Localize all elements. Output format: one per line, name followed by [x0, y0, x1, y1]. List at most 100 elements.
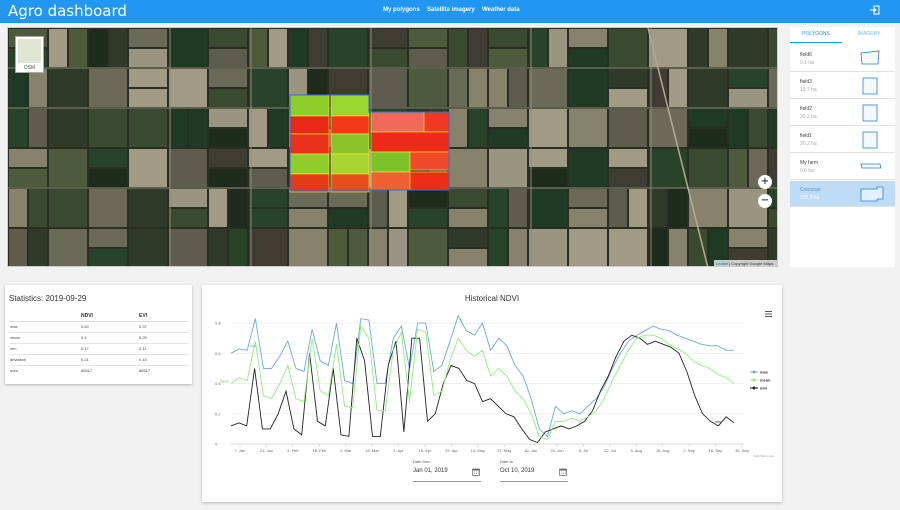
y-tick-label: 0.6 [215, 351, 221, 356]
field-tile [689, 69, 727, 107]
x-tick-label: 7. Jan [235, 448, 246, 453]
polygon-area: 0.6 ha [800, 168, 814, 174]
leaflet-link[interactable]: Leaflet [716, 261, 729, 266]
field-tile [609, 189, 627, 227]
polygon-item-field3[interactable]: field3 19.7 ha [790, 73, 895, 99]
field-tile [369, 69, 407, 107]
field-tile [489, 149, 527, 187]
railway [647, 28, 709, 266]
zoom-in-button[interactable]: + [758, 175, 772, 189]
polygon-item-my-farm[interactable]: My farm 0.6 ha [790, 154, 895, 180]
date-to-input[interactable]: Oct 10, 2019 [500, 468, 535, 474]
field-tile [649, 29, 687, 67]
field-tile [229, 229, 247, 266]
date-from-input[interactable]: Jan 01, 2019 [413, 468, 448, 474]
evi-value: 86517 [139, 364, 189, 376]
field-tile [169, 229, 207, 266]
field-tile [709, 229, 727, 266]
ndvi-value: 0.4 [81, 331, 139, 343]
table-row: mean 0.4 0.25 [9, 331, 189, 343]
field-tile [269, 29, 287, 67]
x-tick-label: 18. Mar [365, 448, 379, 453]
table-header-row: NDVI EVI [9, 312, 189, 322]
field-tile [729, 229, 767, 247]
field-tile [449, 249, 487, 266]
polygon-shape-icon [860, 50, 880, 65]
field-tile [349, 229, 367, 266]
field-tile [49, 29, 67, 67]
field-tile [529, 149, 567, 167]
field-tile [509, 189, 527, 227]
zoom-out-button[interactable]: − [758, 194, 772, 208]
field-tile [629, 189, 647, 227]
tab-imagery[interactable]: IMAGERY [857, 31, 881, 37]
polygon-item-field2[interactable]: field2 20.2 ha [790, 100, 895, 126]
field-tile [129, 69, 167, 87]
satellite-imagery-layer[interactable] [8, 28, 778, 267]
nav-my-polygons[interactable]: My polygons [383, 7, 420, 13]
row-label: min [9, 342, 81, 354]
field-tile [489, 49, 527, 67]
ndvi-value: 0.21 [81, 353, 139, 365]
field-tile [769, 69, 777, 107]
evi-value: 0.15 [139, 353, 189, 365]
nav-weather-data[interactable]: Weather data [482, 7, 520, 13]
polygon-shape-icon [862, 104, 878, 122]
polygon-item-field6[interactable]: field6 9.1 ha [790, 46, 895, 72]
satellite-map[interactable]: OSM + − Leaflet | Copyright Google Maps [7, 27, 778, 267]
date-from-picker[interactable]: Date from Jan 01, 2019 [413, 459, 481, 482]
field-tile [469, 29, 487, 67]
polygon-area: 19.7 ha [800, 87, 817, 93]
field-tile [489, 129, 527, 147]
series-label-min: min [715, 420, 721, 424]
field-tile [449, 229, 487, 247]
nav-satellite-imagery[interactable]: Satellite imagery [427, 7, 475, 13]
field-tile [369, 189, 387, 227]
logout-icon[interactable] [870, 5, 880, 15]
field-tile [529, 69, 567, 107]
field-tile [9, 69, 27, 107]
evi-value: 0.25 [139, 331, 189, 343]
field-tile [489, 69, 507, 107]
series-line-min [230, 334, 735, 444]
date-to-picker[interactable]: Date to Oct 10, 2019 [500, 459, 568, 482]
field-tile [129, 49, 167, 67]
field-tile [9, 189, 27, 227]
minimap-layer-switcher[interactable]: OSM [15, 36, 44, 73]
field-tile [249, 229, 287, 266]
field-tile [409, 29, 447, 47]
field-tile [449, 69, 467, 107]
ndvi-field [423, 111, 450, 133]
calendar-icon[interactable] [472, 468, 480, 476]
x-tick-label: 19. Aug [656, 448, 670, 453]
polygon-shape-icon [862, 131, 878, 149]
field-tile [369, 49, 407, 67]
field-tile [369, 29, 407, 47]
polygon-item-corcoran[interactable]: Corcoran 315.9 ha [790, 181, 895, 207]
field-tile [249, 149, 287, 167]
ndvi-field [330, 153, 370, 175]
table-row: deviation 0.21 0.15 [9, 353, 189, 365]
polygon-shape-icon [860, 186, 884, 202]
x-tick-label: 13. May [471, 448, 485, 453]
chart-credits: highcharts.com [754, 454, 775, 458]
x-tick-label: 24. Jun [550, 448, 563, 453]
table-row: max 0.63 0.37 [9, 320, 189, 332]
field-tile [129, 229, 167, 266]
ndvi-field [370, 131, 450, 153]
field-tile [409, 229, 447, 266]
tab-polygons[interactable]: POLYGONS [802, 31, 830, 37]
hamburger-menu-icon[interactable] [765, 311, 772, 317]
field-tile [729, 109, 747, 147]
field-tile [509, 69, 527, 107]
x-tick-label: 10. Jun [524, 448, 537, 453]
polygon-item-field1[interactable]: field1 20.2 ha [790, 127, 895, 153]
ndvi-field [289, 133, 330, 155]
ndvi-field [289, 115, 330, 135]
row-label: num [9, 364, 81, 376]
evi-value: 0.11 [139, 342, 189, 354]
calendar-icon[interactable] [559, 468, 567, 476]
field-tile [169, 149, 207, 187]
map-attribution: Leaflet | Copyright Google Maps [714, 260, 777, 266]
field-tile [329, 189, 367, 207]
